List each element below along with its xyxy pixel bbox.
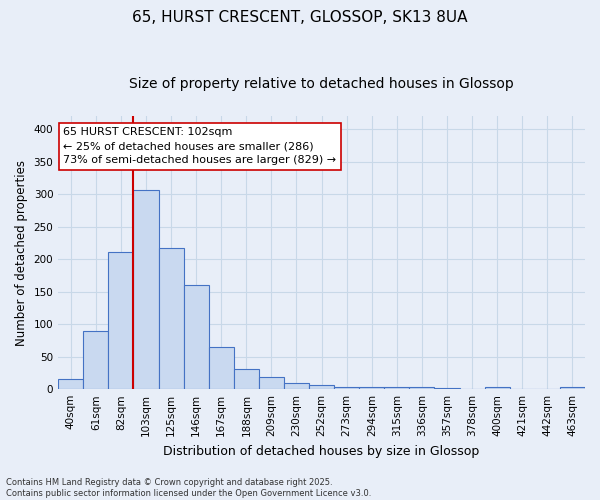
Bar bbox=[83, 330, 109, 389]
Text: Contains HM Land Registry data © Crown copyright and database right 2025.
Contai: Contains HM Land Registry data © Crown c… bbox=[6, 478, 371, 498]
Bar bbox=[133, 190, 158, 389]
Bar bbox=[209, 347, 234, 389]
X-axis label: Distribution of detached houses by size in Glossop: Distribution of detached houses by size … bbox=[163, 444, 480, 458]
Bar bbox=[284, 384, 309, 389]
Bar bbox=[510, 388, 535, 389]
Y-axis label: Number of detached properties: Number of detached properties bbox=[15, 160, 28, 346]
Bar bbox=[334, 387, 359, 389]
Bar bbox=[309, 386, 334, 389]
Bar bbox=[485, 387, 510, 389]
Text: 65 HURST CRESCENT: 102sqm
← 25% of detached houses are smaller (286)
73% of semi: 65 HURST CRESCENT: 102sqm ← 25% of detac… bbox=[64, 127, 337, 165]
Bar bbox=[460, 388, 485, 389]
Bar bbox=[58, 380, 83, 389]
Text: 65, HURST CRESCENT, GLOSSOP, SK13 8UA: 65, HURST CRESCENT, GLOSSOP, SK13 8UA bbox=[132, 10, 468, 25]
Bar bbox=[234, 369, 259, 389]
Bar bbox=[409, 387, 434, 389]
Bar bbox=[560, 387, 585, 389]
Bar bbox=[259, 378, 284, 389]
Bar bbox=[184, 285, 209, 389]
Bar bbox=[109, 252, 133, 389]
Bar bbox=[158, 248, 184, 389]
Bar bbox=[434, 388, 460, 389]
Bar bbox=[535, 388, 560, 389]
Title: Size of property relative to detached houses in Glossop: Size of property relative to detached ho… bbox=[129, 78, 514, 92]
Bar bbox=[359, 387, 385, 389]
Bar bbox=[385, 387, 409, 389]
